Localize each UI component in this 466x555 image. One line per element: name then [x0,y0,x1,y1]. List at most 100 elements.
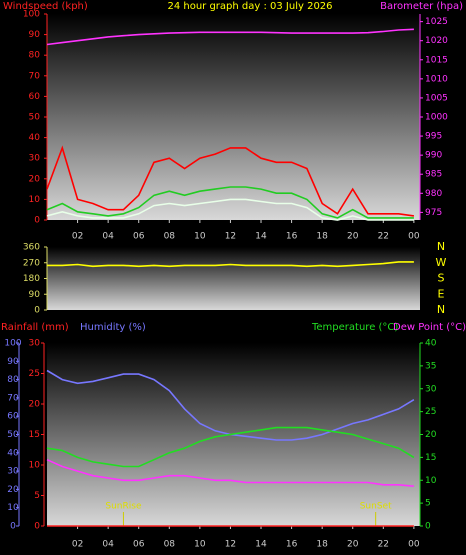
y-tick-label: 270 [23,258,40,268]
y2-tick-label: 10 [425,476,437,486]
x-tick-label: 06 [133,232,145,242]
y-tick-label: 15 [29,430,40,440]
series-line [47,261,414,268]
y3-tick-label: 10 [7,503,19,513]
y-tick-label: 0 [34,216,40,226]
y3-tick-label: 70 [7,393,19,403]
y2-tick-label: 1020 [425,36,448,46]
series-line [46,186,414,219]
y-tick-label: 90 [29,30,41,40]
y-tick-label: 20 [29,174,41,184]
y2-tick-label: 35 [425,361,436,371]
x-tick-label: 20 [347,232,359,242]
x-tick-label: 14 [255,540,267,550]
y2-tick-label: E [438,287,445,300]
y-tick-label: 100 [23,10,40,20]
y-axis-label: Windspeed (kph) [3,1,88,12]
x-tick-label: 16 [286,232,298,242]
x-tick-label: 22 [378,232,389,242]
y2-tick-label: 40 [425,339,437,349]
series-line [46,28,414,46]
x-tick-label: 16 [286,540,298,550]
y-tick-label: 5 [34,491,40,501]
y2-tick-label: 15 [425,453,436,463]
y3-tick-label: 60 [7,412,19,422]
y-tick-label: 80 [29,51,41,61]
y3-tick-label: 100 [4,339,21,349]
plot-area [47,247,420,310]
y2-tick-label: 1025 [425,17,448,27]
x-tick-label: 08 [164,540,176,550]
x-tick-label: 00 [408,540,420,550]
y-tick-label: 60 [29,92,41,102]
y2-tick-label: 0 [425,522,431,532]
x-tick-label: 12 [225,540,236,550]
x-tick-label: 02 [72,540,83,550]
y-tick-label: 180 [23,274,40,284]
y-tick-label: 0 [34,522,40,532]
y-tick-label: 10 [29,461,41,471]
x-tick-label: 18 [316,540,328,550]
y2-tick-label: S [438,272,445,285]
y3-tick-label: 90 [7,357,19,367]
y-tick-label: 30 [29,339,41,349]
y-tick-label: 25 [29,369,40,379]
plot-area [47,14,420,220]
y2-tick-label: 25 [425,407,436,417]
y2-tick-label: 995 [425,132,442,142]
y3-tick-label: 80 [7,375,19,385]
y2-tick-label: 20 [425,430,437,440]
y3-tick-label: 20 [7,485,19,495]
legend-label: Humidity (%) [80,322,146,333]
y-tick-label: 0 [34,306,40,316]
y-tick-label: 360 [23,243,40,253]
y2-tick-label: 30 [425,384,437,394]
x-tick-label: 10 [194,232,206,242]
y2-tick-label: W [436,256,447,269]
y-tick-label: 20 [29,400,41,410]
y-tick-label: 30 [29,154,41,164]
legend-label: Rainfall (mm) [1,322,69,333]
y3-tick-label: 30 [7,467,19,477]
x-tick-label: 22 [378,540,389,550]
y-tick-label: 70 [29,71,41,81]
x-tick-label: 14 [255,232,267,242]
y2-tick-label: 1005 [425,93,448,103]
y-tick-label: 90 [29,290,41,300]
y2-tick-label: 1015 [425,55,448,65]
annotation: SunRise [105,502,142,512]
y2-tick-label: 1010 [425,74,448,84]
series-line [46,426,415,468]
y-tick-label: 40 [29,133,41,143]
x-tick-label: 02 [72,232,83,242]
chart-title: 24 hour graph day : 03 July 2026 [167,1,332,12]
series-line [46,458,414,487]
y2-tick-label: 5 [425,499,431,509]
legend-label: Temperature (°C) [311,322,398,333]
y2-tick-label: 990 [425,151,442,161]
y-tick-label: 10 [29,195,41,205]
x-tick-label: 10 [194,540,206,550]
y3-tick-label: 50 [7,430,19,440]
x-tick-label: 12 [225,232,236,242]
annotation: SunSet [360,502,392,512]
x-tick-label: 04 [102,232,114,242]
legend-label: Dew Point (°C) [393,322,466,333]
x-tick-label: 08 [164,232,176,242]
y-tick-label: 50 [29,113,41,123]
x-tick-label: 18 [316,232,328,242]
y2-tick-label: 980 [425,189,442,199]
x-tick-label: 04 [102,540,114,550]
y2-axis-label: Barometer (hpa) [380,1,463,12]
y2-tick-label: N [437,240,445,253]
y2-tick-label: 975 [425,208,442,218]
y2-tick-label: 985 [425,170,442,180]
series-line [46,198,414,221]
y3-tick-label: 0 [10,522,16,532]
y2-tick-label: N [437,303,445,316]
y2-tick-label: 1000 [425,113,448,123]
x-tick-label: 00 [408,232,420,242]
x-tick-label: 06 [133,540,145,550]
